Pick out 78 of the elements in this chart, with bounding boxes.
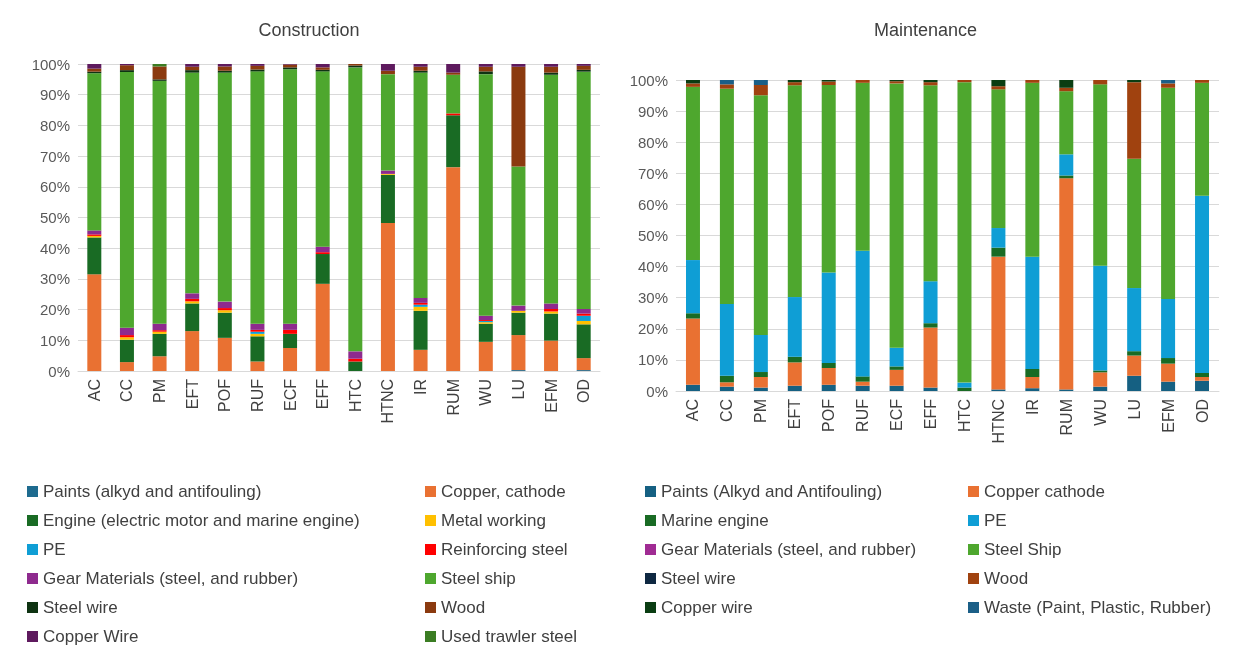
x-tick-label: EFF bbox=[314, 378, 332, 410]
legend-label: Copper wire bbox=[661, 598, 753, 617]
x-tick-label: POF bbox=[216, 378, 234, 412]
x-tick-label: IR bbox=[1023, 399, 1041, 415]
legend-label: Steel wire bbox=[43, 598, 118, 617]
y-tick-label: 20% bbox=[39, 301, 70, 319]
y-tick-label: 10% bbox=[637, 351, 668, 369]
x-tick-label: HTC bbox=[955, 399, 973, 432]
x-tick-label: EFM bbox=[1159, 399, 1177, 433]
x-tick-label: WU bbox=[477, 379, 495, 406]
x-tick-label: HTNC bbox=[989, 399, 1007, 444]
legend-label: Marine engine bbox=[661, 511, 769, 530]
x-tick-label: PM bbox=[752, 399, 770, 423]
legend-label: Reinforcing steel bbox=[441, 540, 568, 559]
y-tick-label: 30% bbox=[637, 289, 668, 307]
x-tick-label: PM bbox=[151, 379, 169, 403]
x-tick-label: RUM bbox=[444, 379, 462, 416]
y-tick-label: 70% bbox=[637, 164, 668, 182]
x-tick-label: HTC bbox=[346, 379, 364, 412]
y-tick-label: 80% bbox=[637, 133, 668, 151]
legend-label: Engine (electric motor and marine engine) bbox=[43, 511, 360, 530]
x-tick-label: AC bbox=[684, 399, 702, 422]
x-tick-label: WU bbox=[1091, 399, 1109, 426]
y-tick-label: 100% bbox=[629, 71, 668, 89]
y-tick-label: 90% bbox=[637, 102, 668, 120]
y-tick-label: 100% bbox=[31, 55, 70, 73]
y-tick-label: 0% bbox=[646, 382, 668, 400]
y-tick-label: 80% bbox=[39, 116, 70, 134]
legend-label: Wood bbox=[984, 569, 1029, 588]
y-tick-label: 20% bbox=[637, 320, 668, 338]
x-tick-label: CC bbox=[118, 379, 136, 403]
chart-title: Maintenance bbox=[873, 20, 978, 40]
legend-label: Wood bbox=[441, 598, 486, 617]
x-tick-label: RUF bbox=[248, 378, 266, 412]
x-tick-label: RUF bbox=[854, 398, 872, 432]
x-tick-label: HTNC bbox=[379, 379, 397, 424]
legend-label: Steel ship bbox=[441, 569, 516, 588]
legend-label: Steel wire bbox=[661, 569, 736, 588]
x-tick-label: LU bbox=[1125, 399, 1143, 420]
legend-label: Copper cathode bbox=[984, 482, 1105, 501]
y-tick-label: 30% bbox=[39, 270, 70, 288]
y-tick-label: 90% bbox=[39, 86, 70, 104]
y-tick-label: 60% bbox=[637, 195, 668, 213]
x-tick-label: EFF bbox=[922, 398, 940, 430]
legend-label: Metal working bbox=[441, 511, 546, 530]
x-tick-label: IR bbox=[412, 379, 430, 395]
x-tick-label: POF bbox=[820, 398, 838, 432]
x-tick-label: ECF bbox=[281, 378, 299, 411]
x-tick-label: ECF bbox=[888, 398, 906, 431]
legend-label: Gear Materials (steel, and rubber) bbox=[43, 569, 299, 588]
x-tick-label: RUM bbox=[1057, 399, 1075, 436]
x-tick-label: CC bbox=[718, 399, 736, 423]
legend-label: Copper Wire bbox=[43, 627, 139, 646]
x-tick-label: EFM bbox=[542, 379, 560, 413]
legend-label: PE bbox=[43, 540, 66, 559]
legend-label: Paints (alkyd and antifouling) bbox=[43, 482, 262, 501]
chart-title: Construction bbox=[258, 20, 360, 40]
x-tick-label: LU bbox=[509, 379, 527, 400]
x-tick-label: EFT bbox=[786, 398, 804, 430]
y-tick-label: 50% bbox=[39, 209, 70, 226]
y-tick-label: 40% bbox=[39, 239, 70, 257]
y-tick-label: 60% bbox=[39, 178, 70, 196]
legend-label: Copper, cathode bbox=[441, 482, 566, 501]
x-tick-label: OD bbox=[1193, 399, 1211, 423]
x-tick-label: AC bbox=[85, 379, 103, 402]
y-tick-label: 50% bbox=[637, 227, 668, 244]
x-tick-label: EFT bbox=[183, 378, 201, 410]
legend-label: Steel Ship bbox=[984, 540, 1062, 559]
y-tick-label: 10% bbox=[39, 331, 70, 349]
legend-label: PE bbox=[984, 511, 1007, 530]
x-tick-label: OD bbox=[575, 379, 593, 403]
y-tick-label: 40% bbox=[637, 258, 668, 276]
legend-label: Gear Materials (steel, and rubber) bbox=[661, 540, 917, 559]
y-tick-label: 70% bbox=[39, 147, 70, 165]
legend-label: Paints (Alkyd and Antifouling) bbox=[661, 482, 883, 501]
legend-label: Used trawler steel bbox=[441, 627, 578, 646]
legend-label: Waste (Paint, Plastic, Rubber) bbox=[984, 598, 1212, 617]
y-tick-label: 0% bbox=[48, 362, 70, 380]
